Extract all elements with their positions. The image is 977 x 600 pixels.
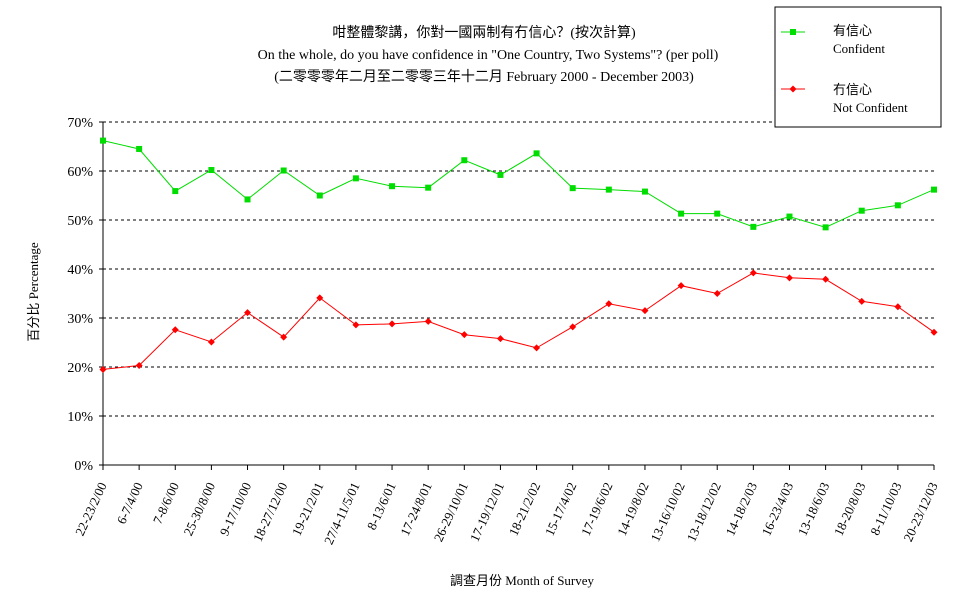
legend-confident-label-en: Confident bbox=[833, 41, 885, 56]
data-point-not-confident bbox=[749, 269, 757, 277]
data-point-not-confident bbox=[280, 333, 288, 341]
data-point-confident bbox=[100, 137, 106, 144]
data-point-not-confident bbox=[785, 274, 793, 282]
data-point-confident bbox=[641, 188, 648, 195]
data-point-confident bbox=[244, 196, 251, 203]
x-tick-label: 25-30/8/00 bbox=[180, 480, 218, 538]
data-point-not-confident bbox=[930, 328, 938, 336]
data-point-not-confident bbox=[713, 290, 721, 297]
x-tick-label: 18-20/8/03 bbox=[831, 480, 869, 538]
x-tick-label: 18-27/12/00 bbox=[250, 480, 290, 544]
data-point-not-confident bbox=[641, 307, 649, 315]
data-point-not-confident bbox=[822, 275, 830, 283]
x-tick-label: 16-23/4/03 bbox=[758, 480, 796, 538]
data-point-not-confident bbox=[207, 338, 215, 346]
data-point-confident bbox=[172, 188, 179, 195]
y-tick-label: 30% bbox=[67, 312, 93, 327]
x-tick-label: 13-18/12/02 bbox=[683, 480, 723, 544]
data-point-confident bbox=[605, 186, 612, 193]
x-tick-label: 8-13/6/01 bbox=[364, 480, 399, 532]
data-point-not-confident bbox=[352, 321, 360, 329]
y-tick-label: 20% bbox=[67, 361, 93, 376]
x-tick-label: 14-18/2/03 bbox=[722, 480, 760, 538]
x-tick-label: 6-7/4/00 bbox=[114, 480, 146, 526]
data-point-confident bbox=[136, 145, 143, 152]
x-tick-label: 20-23/12/03 bbox=[900, 480, 940, 544]
x-tick-label: 8-11/10/03 bbox=[867, 480, 905, 538]
y-tick-label: 50% bbox=[67, 214, 93, 229]
data-point-confident bbox=[497, 171, 504, 178]
data-point-not-confident bbox=[460, 331, 468, 339]
x-tick-label: 13-18/6/03 bbox=[795, 480, 833, 538]
series-line-confident bbox=[102, 140, 935, 228]
legend: 有信心 Confident 冇信心 Not Confident bbox=[774, 6, 942, 128]
data-point-not-confident bbox=[316, 294, 324, 302]
legend-not-confident-label-en: Not Confident bbox=[833, 100, 908, 115]
x-tick-label: 15-17/4/02 bbox=[542, 480, 580, 538]
data-point-confident bbox=[352, 175, 359, 182]
chart-title: 咁整體黎講，你對一國兩制有冇信心？(按次計算) On the whole, do… bbox=[258, 25, 719, 85]
data-point-not-confident bbox=[388, 320, 396, 328]
data-point-confident bbox=[931, 186, 937, 193]
x-axis-label: 調查月份 Month of Survey bbox=[450, 573, 595, 588]
x-tick-label: 13-16/10/02 bbox=[647, 480, 687, 544]
data-point-confident bbox=[894, 202, 901, 209]
data-point-not-confident bbox=[424, 317, 432, 325]
data-point-confident bbox=[461, 157, 468, 164]
data-point-confident bbox=[389, 183, 396, 190]
data-point-not-confident bbox=[496, 335, 504, 343]
series-line-not-confident bbox=[102, 272, 935, 370]
x-tick-label: 17-19/6/02 bbox=[578, 480, 616, 538]
data-point-not-confident bbox=[605, 300, 613, 308]
data-point-not-confident bbox=[858, 297, 866, 305]
x-tick-label: 19-21/2/01 bbox=[289, 480, 327, 538]
x-tick-label: 22-23/2/00 bbox=[72, 480, 110, 538]
data-point-confident bbox=[208, 167, 215, 174]
y-axis-label: 百分比 Percentage bbox=[26, 242, 41, 342]
legend-not-confident-marker bbox=[789, 85, 797, 93]
chart-title-line-3: (二零零零年二月至二零零三年十二月 February 2000 - Decemb… bbox=[274, 69, 694, 85]
x-tick-label: 18-21/2/02 bbox=[506, 480, 544, 538]
legend-box bbox=[774, 6, 942, 128]
data-point-confident bbox=[533, 150, 540, 157]
data-point-not-confident bbox=[533, 344, 541, 352]
x-tick-label: 7-8/6/00 bbox=[150, 480, 182, 526]
data-point-confident bbox=[786, 213, 793, 220]
y-tick-label: 60% bbox=[67, 165, 93, 180]
data-point-not-confident bbox=[894, 303, 902, 311]
data-point-confident bbox=[569, 185, 576, 192]
data-point-not-confident bbox=[569, 323, 577, 331]
chart-title-line-1: 咁整體黎講，你對一國兩制有冇信心？(按次計算) bbox=[332, 25, 636, 41]
y-tick-label: 10% bbox=[67, 410, 93, 425]
x-tick-label: 14-19/8/02 bbox=[614, 480, 652, 538]
x-tick-label: 26-29/10/01 bbox=[431, 480, 471, 544]
plot-area: 0% 10% 20% 30% 40% 50% 60% 70% 22-23/2/00 6-7/4/0… bbox=[67, 116, 940, 547]
x-tick-label: 17-19/12/01 bbox=[467, 480, 507, 544]
legend-confident-marker bbox=[790, 29, 796, 35]
y-tick-label: 70% bbox=[67, 116, 93, 131]
legend-confident-label-zh: 有信心 bbox=[833, 23, 872, 38]
data-point-confident bbox=[425, 184, 432, 191]
y-tick-label: 40% bbox=[67, 263, 93, 278]
data-point-confident bbox=[822, 224, 829, 231]
data-point-confident bbox=[280, 167, 287, 174]
data-point-confident bbox=[750, 223, 757, 230]
data-point-not-confident bbox=[99, 365, 107, 373]
chart-title-line-2: On the whole, do you have confidence in … bbox=[258, 48, 719, 63]
data-point-not-confident bbox=[244, 309, 252, 317]
data-point-not-confident bbox=[171, 326, 179, 334]
data-point-confident bbox=[678, 210, 685, 217]
x-tick-label: 27/4-11/5/01 bbox=[321, 480, 363, 547]
data-point-not-confident bbox=[135, 362, 143, 370]
x-tick-label: 9-17/10/00 bbox=[217, 480, 255, 538]
data-point-not-confident bbox=[677, 282, 685, 290]
data-point-confident bbox=[858, 207, 865, 214]
data-point-confident bbox=[316, 192, 323, 199]
y-tick-label: 0% bbox=[74, 459, 93, 474]
x-tick-label: 17-24/8/01 bbox=[397, 480, 435, 538]
data-point-confident bbox=[714, 210, 721, 217]
legend-not-confident-label-zh: 冇信心 bbox=[833, 82, 872, 97]
